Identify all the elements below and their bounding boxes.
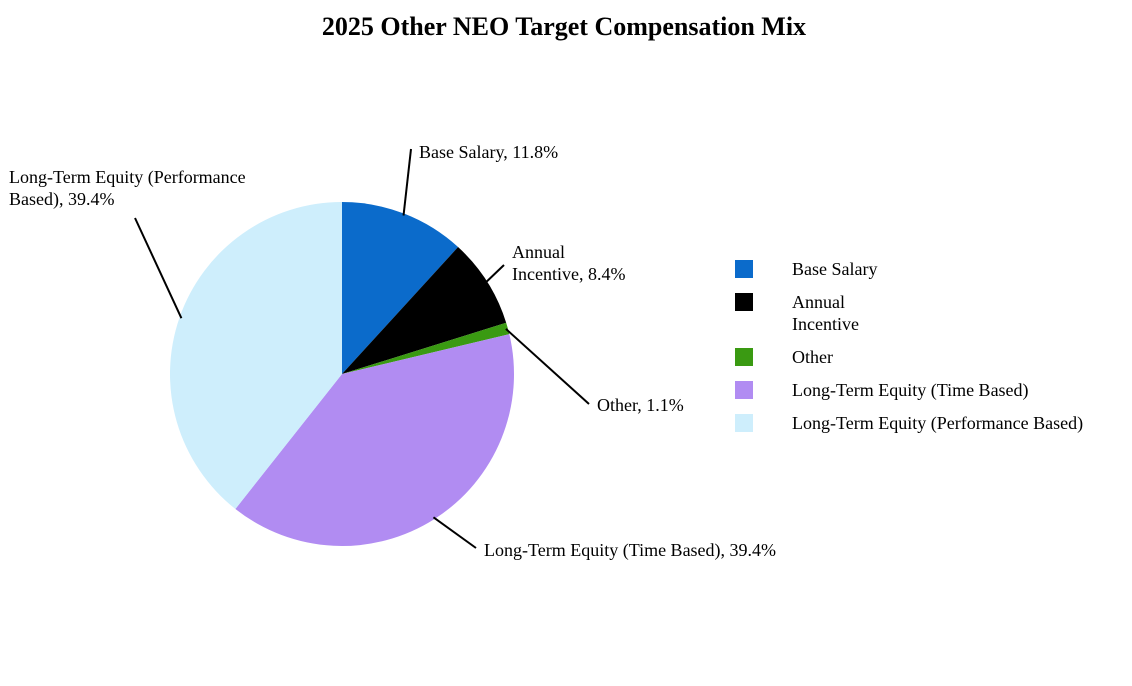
leader-line-annual-incentive xyxy=(484,264,505,284)
legend-swatch-lte-performance-based xyxy=(735,414,753,432)
legend-swatch-annual-incentive xyxy=(735,293,753,311)
leader-line-base-salary xyxy=(402,148,412,216)
legend-swatch-base-salary xyxy=(735,260,753,278)
legend-item-other: Other xyxy=(735,346,1083,368)
legend-item-lte-time-based: Long-Term Equity (Time Based) xyxy=(735,379,1083,401)
data-label-other: Other, 1.1% xyxy=(597,395,684,415)
legend-swatch-lte-time-based xyxy=(735,381,753,399)
legend-swatch-other xyxy=(735,348,753,366)
leader-line-long-term-equity-performance-based xyxy=(134,217,183,319)
legend-item-annual-incentive: Annual Incentive xyxy=(735,291,1083,335)
legend-item-lte-performance-based: Long-Term Equity (Performance Based) xyxy=(735,412,1083,434)
data-label-long-term-equity-time-based: Long-Term Equity (Time Based), 39.4% xyxy=(484,540,776,561)
data-label-long-term-equity-performance-based: Long-Term Equity (Performance Based), 39.… xyxy=(9,167,246,210)
legend-item-base-salary: Base Salary xyxy=(735,258,1083,280)
leader-line-other xyxy=(505,328,590,405)
leader-line-long-term-equity-time-based xyxy=(432,516,477,549)
chart-title: 2025 Other NEO Target Compensation Mix xyxy=(321,12,807,41)
pie-slice-other xyxy=(342,322,510,374)
legend-label-other: Other xyxy=(792,347,833,367)
legend-label-base-salary: Base Salary xyxy=(792,259,878,279)
pie-slice-base-salary xyxy=(342,202,459,374)
data-label-annual-incentive: Annual Incentive, 8.4% xyxy=(512,242,625,284)
data-label-base-salary: Base Salary, 11.8% xyxy=(419,142,558,162)
legend-label-lte-time-based: Long-Term Equity (Time Based) xyxy=(792,380,1029,400)
legend-label-annual-incentive: Annual Incentive xyxy=(792,292,859,334)
pie-slice-long-term-equity-time-based xyxy=(235,334,515,546)
pie-slice-annual-incentive xyxy=(342,247,507,374)
pie-slice-long-term-equity-performance-based xyxy=(170,202,342,509)
legend-label-lte-performance-based: Long-Term Equity (Performance Based) xyxy=(792,413,1084,433)
legend: Base Salary Annual Incentive Other Long-… xyxy=(735,258,1083,445)
